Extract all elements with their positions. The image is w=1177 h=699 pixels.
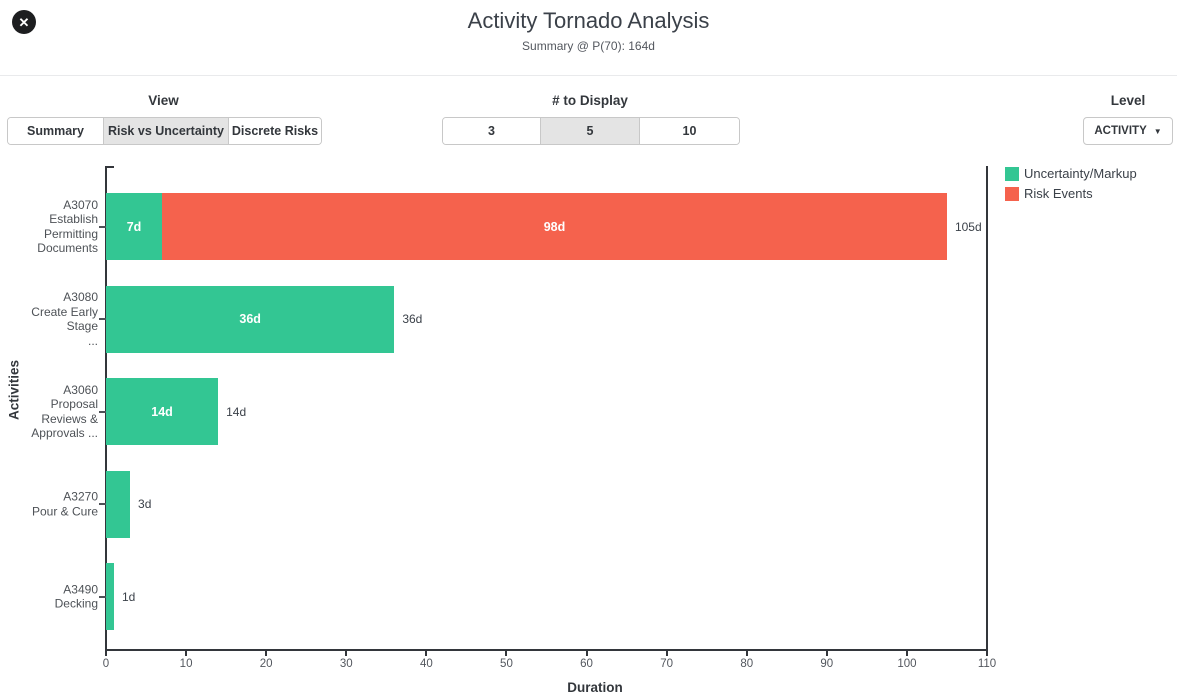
x-axis-tick (905, 650, 908, 656)
page-title: Activity Tornado Analysis (467, 8, 710, 33)
y-axis-tick (99, 503, 106, 505)
y-axis-category-label: A3270 Pour & Cure (31, 489, 98, 519)
bar-segment-value: 7d (126, 219, 142, 234)
x-axis-tick (425, 650, 428, 656)
legend-label: Uncertainty/Markup (1024, 166, 1137, 181)
y-axis-top-cap (105, 166, 114, 168)
level-control-label: Level (1110, 93, 1146, 108)
x-axis-tick-label: 30 (339, 658, 353, 670)
y-axis-category-label: A3070 Establish Permitting Documents (37, 197, 98, 256)
x-axis-tick (585, 650, 588, 656)
x-axis-tick (825, 650, 828, 656)
x-axis-tick-label: 20 (259, 658, 273, 670)
y-axis-tick (99, 225, 106, 228)
chart-legend: Uncertainty/Markup Risk Events (1005, 166, 1137, 206)
view-control-label: View (148, 93, 179, 108)
level-dropdown-value: ACTIVITY (1094, 125, 1147, 137)
legend-label: Risk Events (1024, 186, 1093, 201)
level-dropdown[interactable]: ACTIVITY ▼ (1083, 117, 1173, 145)
legend-item-uncertainty-markup[interactable]: Uncertainty/Markup (1005, 166, 1137, 181)
close-icon: ✕ (18, 14, 30, 30)
bar-segment-uncertainty-markup[interactable]: 36d (106, 285, 395, 353)
view-option-summary[interactable]: Summary (8, 118, 104, 144)
bar-segment-risk-events[interactable]: 98d (162, 193, 947, 260)
x-axis-tick-label: 70 (660, 658, 674, 670)
x-axis-tick-label: 80 (740, 658, 754, 670)
x-axis-tick (185, 650, 188, 656)
legend-swatch-uncertainty-markup (1005, 166, 1019, 181)
view-button-group: Summary Risk vs Uncertainty Discrete Risks (7, 117, 322, 145)
plot-right-border (986, 166, 988, 650)
display-count-label: # to Display (552, 93, 628, 108)
view-option-risk-vs-uncertainty[interactable]: Risk vs Uncertainty (104, 118, 229, 144)
y-axis-category-label: A3080 Create Early Stage... (31, 290, 98, 348)
x-axis-title: Duration (567, 680, 623, 695)
x-axis-tick-label: 60 (580, 658, 593, 670)
x-axis-tick-label: 90 (820, 658, 834, 670)
plot-area: 7d 98d 105d 36d 36d 14d 14d 3d 1d 0 10 20 30 40 50 60 70… (103, 166, 996, 670)
legend-swatch-risk-events (1005, 186, 1019, 201)
bar-segment-value: 98d (543, 219, 566, 234)
x-axis-tick-label: 100 (897, 658, 917, 670)
x-axis-tick-label: 10 (179, 658, 193, 670)
bar-segment-uncertainty-markup[interactable] (106, 470, 131, 538)
x-axis-tick (505, 650, 508, 656)
legend-item-risk-events[interactable]: Risk Events (1005, 186, 1137, 201)
y-axis-category-label: A3490 Decking (54, 582, 98, 611)
chevron-down-icon: ▼ (1153, 126, 1162, 136)
y-axis-category-label: A3060 Proposal Reviews & Approvals ... (31, 382, 98, 441)
x-axis-tick (745, 650, 748, 656)
y-axis-tick (99, 595, 106, 598)
y-axis-tick (99, 410, 106, 413)
x-axis-tick (265, 650, 268, 656)
bar-total-label: 14d (226, 404, 247, 419)
x-axis-line (105, 649, 988, 651)
display-count-option-5[interactable]: 5 (541, 118, 640, 144)
display-count-option-10[interactable]: 10 (640, 118, 739, 144)
bar-total-label: 36d (402, 312, 423, 326)
bar-total-label: 105d (954, 219, 982, 234)
header-divider (0, 75, 1177, 76)
close-button[interactable]: ✕ (12, 10, 36, 34)
display-count-button-group: 3 5 10 (442, 117, 740, 145)
display-count-option-3[interactable]: 3 (443, 118, 541, 144)
bar-segment-uncertainty-markup[interactable]: 7d (106, 193, 163, 260)
bar-total-label: 3d (138, 497, 152, 511)
x-axis-tick-label: 110 (977, 658, 997, 670)
x-axis-tick (665, 650, 668, 656)
bar-segment-uncertainty-markup[interactable]: 14d (106, 378, 219, 445)
bar-segment-value: 36d (239, 312, 261, 326)
x-axis-tick (345, 650, 348, 656)
y-axis-tick (99, 318, 106, 320)
bar-total-label: 1d (122, 589, 136, 604)
bar-segment-uncertainty-markup[interactable] (106, 563, 114, 630)
view-option-discrete-risks[interactable]: Discrete Risks (229, 118, 321, 144)
x-axis-tick-label: 50 (500, 658, 513, 670)
x-axis-tick-label: 0 (102, 658, 110, 670)
page-subtitle: Summary @ P(70): 164d (522, 39, 655, 53)
bar-segment-value: 14d (151, 404, 173, 419)
x-axis-tick-label: 40 (419, 658, 433, 670)
x-axis-tick (986, 650, 988, 656)
x-axis-tick (105, 650, 107, 656)
